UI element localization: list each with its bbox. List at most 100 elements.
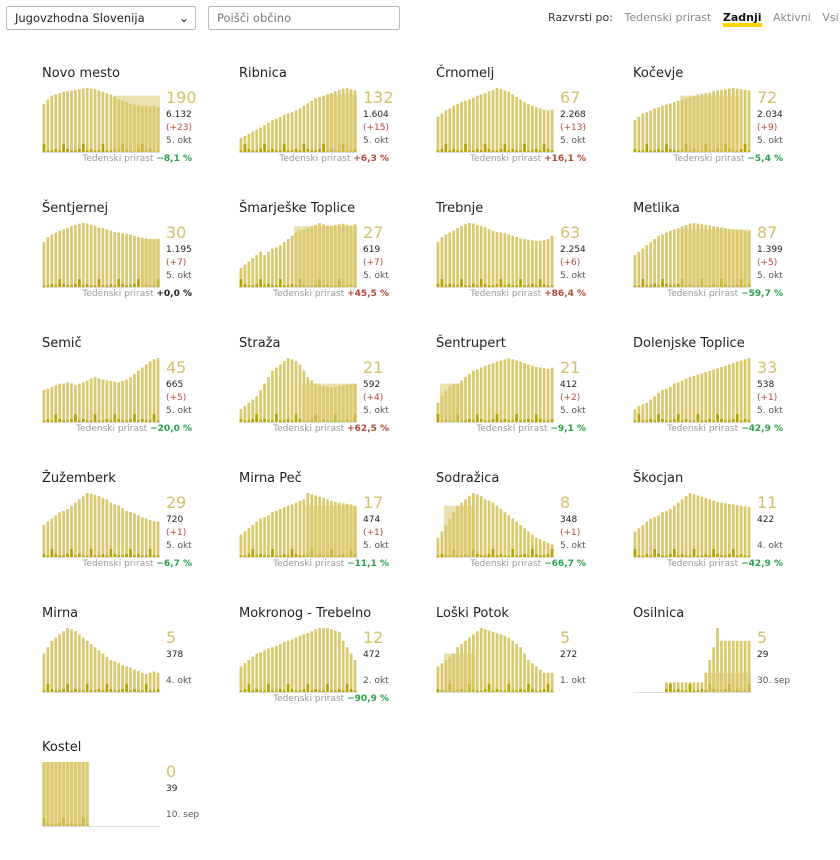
total-cases: 592 <box>363 380 381 390</box>
chart-bar-new <box>282 420 286 422</box>
chart-bar <box>531 105 534 152</box>
chart-bar-new <box>42 285 46 287</box>
chart-bar <box>550 235 554 287</box>
chart-bar-new <box>42 144 46 152</box>
chart-bar-new <box>62 689 65 692</box>
chart-bar-new <box>70 549 73 557</box>
chart-bar-new <box>259 690 262 692</box>
chart-bar-new <box>243 420 247 422</box>
weekly-growth-value: +16,1 % <box>544 154 586 164</box>
chart-bar <box>282 114 286 152</box>
municipality-card[interactable]: Mokronog - Trebelno 12 472 2. okt Tedenski p… <box>239 606 409 726</box>
chart-bar-new <box>499 554 503 557</box>
municipality-card[interactable]: Loški Potok 5 272 1. okt <box>436 606 606 726</box>
municipality-card[interactable]: Osilnica 5 29 30. sep <box>633 606 803 726</box>
municipality-card[interactable]: Kočevje 72 2.034 (+9) 5. okt Tedenski prirast… <box>633 66 803 186</box>
chart-bar <box>641 404 645 422</box>
weekly-growth-label: Tedenski prirast <box>667 559 739 569</box>
chart-bar-new <box>511 549 515 557</box>
municipality-card[interactable]: Ribnica 132 1.604 (+15) 5. okt Tedenski prira… <box>239 66 409 186</box>
chart-bar-new <box>440 279 444 287</box>
cases-chart <box>239 358 357 423</box>
active-cases-area <box>443 653 476 692</box>
chart-bar-new <box>653 549 656 557</box>
municipality-card[interactable]: Mirna Peč 17 474 (+1) 5. okt Tedenski prirast… <box>239 471 409 591</box>
chart-bar-new <box>527 419 530 422</box>
chart-bar-new <box>515 555 518 557</box>
chart-bar-new <box>731 419 735 422</box>
chart-bar <box>81 88 85 152</box>
chart-bar <box>50 386 54 422</box>
total-cases: 272 <box>560 650 578 660</box>
sort-option-active[interactable]: Aktivni <box>773 11 811 24</box>
municipality-card[interactable]: Mirna 5 378 4. okt <box>42 606 212 726</box>
chart-bar-new <box>483 144 487 152</box>
municipality-card[interactable]: Semič 45 665 (+5) 5. okt Tedenski prirast −20… <box>42 336 212 456</box>
chart-bar <box>546 672 550 692</box>
chart-bar <box>672 102 676 152</box>
chart-bar-new <box>704 554 708 557</box>
chart-bar-new <box>653 420 656 422</box>
chart-bar <box>109 230 113 287</box>
weekly-growth: Tedenski prirast −20,0 % <box>76 424 192 434</box>
cases-chart <box>42 762 160 827</box>
municipality-card[interactable]: Sodražica 8 348 (+1) 5. okt Tedenski prirast … <box>436 471 606 591</box>
chart-bar <box>669 509 672 557</box>
chart-bar <box>125 666 128 692</box>
municipality-card[interactable]: Straža 21 592 (+4) 5. okt Tedenski prirast +6… <box>239 336 409 456</box>
chart-bar <box>140 672 144 692</box>
chart-bar <box>85 380 89 422</box>
municipality-card[interactable]: Trebnje 63 2.254 (+6) 5. okt Tedenski prirast… <box>436 201 606 321</box>
municipality-card[interactable]: Kostel 0 39 10. sep <box>42 740 212 860</box>
chart-bar <box>152 521 156 557</box>
chart-bar <box>637 528 641 557</box>
chart-bar-new <box>259 279 262 287</box>
new-cases: (+9) <box>757 123 778 133</box>
chart-bar <box>743 89 747 152</box>
search-input[interactable] <box>208 6 400 30</box>
municipality-name: Dolenjske Toplice <box>633 336 745 351</box>
chart-bar <box>259 652 262 692</box>
chart-bar-new <box>54 285 58 287</box>
chart-bar <box>519 647 522 692</box>
sort-option-latest[interactable]: Zadnji <box>722 12 762 27</box>
weekly-growth: Tedenski prirast +45,5 % <box>273 289 389 299</box>
municipality-card[interactable]: Škocjan 11 422 4. okt Tedenski prirast −42,9… <box>633 471 803 591</box>
chart-bar <box>712 647 715 692</box>
chart-bar-new <box>140 555 144 557</box>
chart-bar <box>85 88 89 152</box>
chart-bar-new <box>527 150 530 152</box>
region-select[interactable]: Jugovzhodna Slovenija ⌄ <box>6 6 196 30</box>
sort-bar: Razvrsti po: Tedenski prirast Zadnji Akt… <box>548 11 840 27</box>
chart-bar <box>728 503 731 557</box>
cases-chart <box>633 628 751 693</box>
chart-bar <box>724 503 727 557</box>
municipality-card[interactable]: Metlika 87 1.399 (+5) 5. okt Tedenski prirast… <box>633 201 803 321</box>
municipality-card[interactable]: Črnomelj 67 2.268 (+13) 5. okt Tedenski prira… <box>436 66 606 186</box>
chart-bar-new <box>89 549 93 557</box>
municipality-card[interactable]: Žužemberk 29 720 (+1) 5. okt Tedenski prirast… <box>42 471 212 591</box>
chart-bar-new <box>66 420 69 422</box>
municipality-card[interactable]: Šentjernej 30 1.195 (+7) 5. okt Tedenski prir… <box>42 201 212 321</box>
chart-bar-new <box>657 285 660 287</box>
chart-bar <box>538 240 542 287</box>
chart-bar-new <box>550 285 554 287</box>
chart-bar-new <box>251 285 255 287</box>
chart-bar-new <box>527 684 530 692</box>
municipality-card[interactable]: Šentrupert 21 412 (+2) 5. okt Tedenski priras… <box>436 336 606 456</box>
chart-bar <box>286 239 290 287</box>
municipality-card[interactable]: Novo mesto 190 6.132 (+23) 5. okt Tedenski pr… <box>42 66 212 186</box>
sort-option-all[interactable]: Vsi <box>822 11 839 24</box>
chart-bar-new <box>704 690 708 692</box>
municipality-card[interactable]: Šmarješke Toplice 27 619 (+7) 5. okt Tedenski… <box>239 201 409 321</box>
sort-option-weekly[interactable]: Tedenski prirast <box>624 11 712 24</box>
chart-bar-new <box>641 555 645 557</box>
chart-bar-new <box>78 690 81 692</box>
chart-bar <box>81 637 85 692</box>
chart-bar <box>491 631 495 692</box>
municipality-card[interactable]: Dolenjske Toplice 33 538 (+1) 5. okt Tedenski… <box>633 336 803 456</box>
chart-bar <box>653 108 656 152</box>
total-cases: 412 <box>560 380 578 390</box>
chart-bar-new <box>247 420 251 422</box>
chart-bar <box>684 496 688 557</box>
